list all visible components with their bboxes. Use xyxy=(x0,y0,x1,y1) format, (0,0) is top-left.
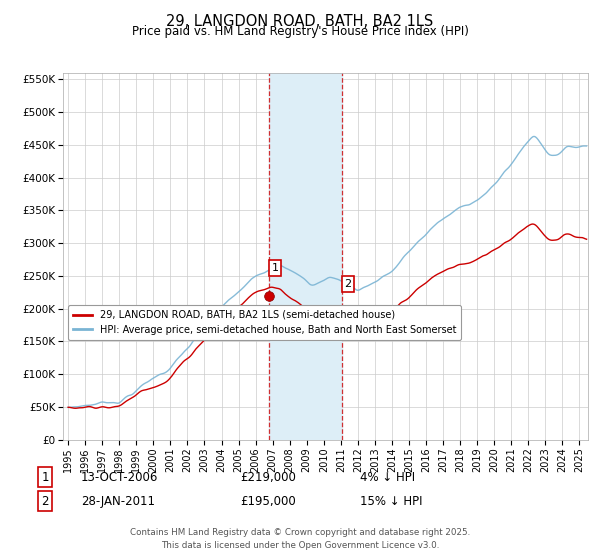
Text: 4% ↓ HPI: 4% ↓ HPI xyxy=(360,470,415,484)
Text: Contains HM Land Registry data © Crown copyright and database right 2025.
This d: Contains HM Land Registry data © Crown c… xyxy=(130,529,470,550)
Legend: 29, LANGDON ROAD, BATH, BA2 1LS (semi-detached house), HPI: Average price, semi-: 29, LANGDON ROAD, BATH, BA2 1LS (semi-de… xyxy=(68,305,461,340)
Bar xyxy=(269,73,342,440)
Text: 1: 1 xyxy=(41,470,49,484)
Text: 28-JAN-2011: 28-JAN-2011 xyxy=(81,494,155,508)
Text: £219,000: £219,000 xyxy=(240,470,296,484)
Text: Price paid vs. HM Land Registry's House Price Index (HPI): Price paid vs. HM Land Registry's House … xyxy=(131,25,469,38)
Text: 2: 2 xyxy=(41,494,49,508)
Text: 15% ↓ HPI: 15% ↓ HPI xyxy=(360,494,422,508)
Text: 13-OCT-2006: 13-OCT-2006 xyxy=(81,470,158,484)
Text: 2: 2 xyxy=(344,279,352,289)
Text: 29, LANGDON ROAD, BATH, BA2 1LS: 29, LANGDON ROAD, BATH, BA2 1LS xyxy=(166,14,434,29)
Text: 1: 1 xyxy=(271,263,278,273)
Text: £195,000: £195,000 xyxy=(240,494,296,508)
